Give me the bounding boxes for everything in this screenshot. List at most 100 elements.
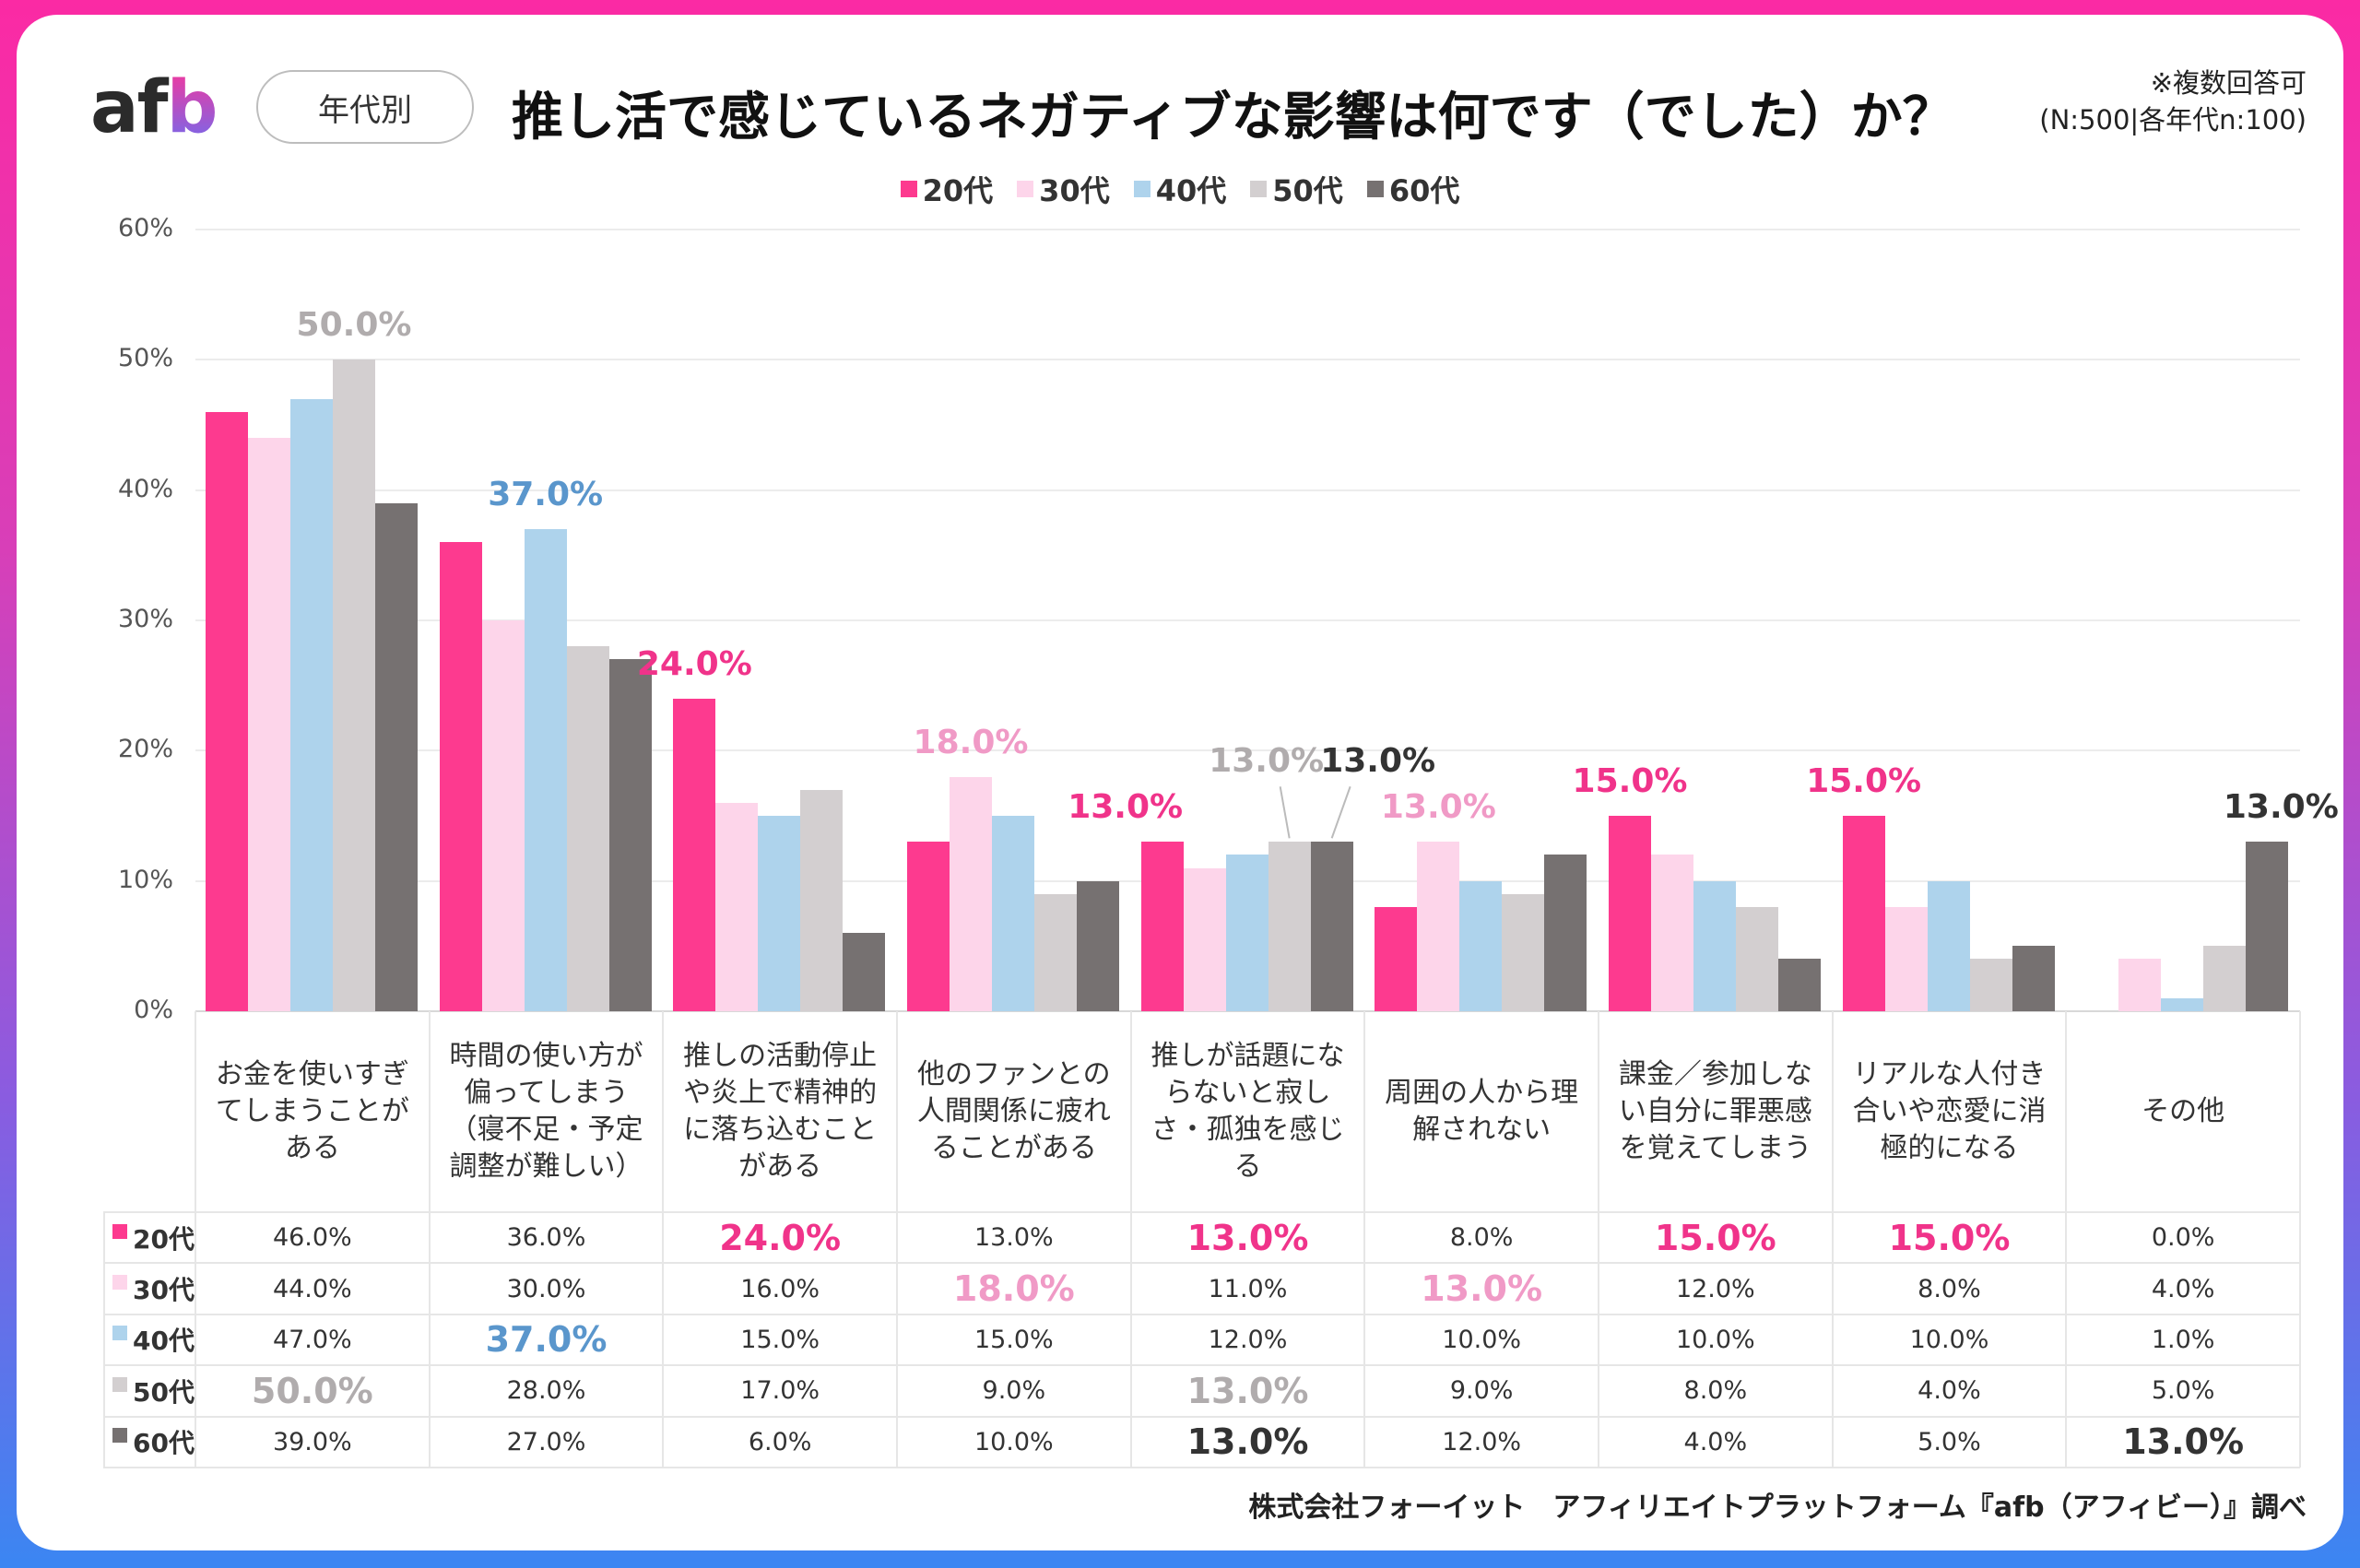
bar [1609,816,1651,1011]
bar-value-label: 24.0% [636,644,752,683]
category-label: リアルな人付き合いや恋愛に消極的になる [1852,1058,2047,1164]
table-cell: 13.0% [1421,1268,1543,1310]
gridline [195,1010,2300,1012]
bar [800,789,844,1011]
table-divider [103,1211,2300,1213]
bar [1459,880,1503,1011]
table-cell: 13.0% [1186,1370,1309,1411]
table-divider [1598,1011,1599,1468]
note-multiple-answers: ※複数回答可 [2150,67,2307,99]
table-cell: 12.0% [1675,1274,1755,1303]
table-cell: 13.0% [1186,1421,1309,1463]
note-sample-size: (N:500|各年代n:100) [2039,104,2307,136]
gridline [195,619,2300,621]
table-cell: 4.0% [2151,1274,2215,1303]
table-cell: 24.0% [719,1217,842,1258]
bar [1140,842,1184,1011]
legend-swatch [112,1376,127,1392]
table-cell: 37.0% [485,1319,608,1361]
bar [2161,997,2204,1011]
table-divider [195,1011,196,1468]
bar-value-label: 37.0% [488,476,604,514]
bar [673,698,716,1011]
table-cell: 8.0% [1918,1274,1981,1303]
bar [1778,959,1821,1011]
bar [1693,880,1736,1011]
bar [524,529,567,1011]
chart-title: 推し活で感じているネガティブな影響は何です（でした）か？ [512,88,1954,147]
bar [1268,842,1311,1011]
table-row-header: 60代 [112,1417,195,1468]
legend-label: 30代 [1039,173,1110,208]
table-cell: 18.0% [952,1268,1075,1310]
bar [992,816,1034,1011]
y-tick-label: 50% [117,344,173,373]
table-divider [1363,1011,1366,1468]
table-cell: 15.0% [974,1325,1054,1354]
table-cell: 13.0% [2122,1421,2245,1463]
y-tick-label: 0% [134,996,173,1024]
leader-line [1279,786,1291,839]
table-cell: 16.0% [740,1274,820,1303]
legend-swatch [112,1275,127,1291]
bar [439,542,482,1011]
category-label: 周囲の人から理解されない [1385,1077,1579,1146]
category-label: 課金／参加しない自分に罪悪感を覚えてしまう [1618,1058,1812,1164]
category-label: その他 [2142,1095,2225,1127]
table-divider [2299,1011,2301,1468]
bar [950,776,992,1011]
age-group-tag: 年代別 [256,70,474,144]
bar [375,502,418,1011]
table-cell: 39.0% [272,1427,352,1456]
table-divider [103,1364,2300,1367]
bar [290,398,333,1011]
bar-value-label: 50.0% [296,306,412,345]
y-tick-label: 20% [117,735,173,764]
legend-item: 50代 [1250,168,1343,210]
legend-item: 30代 [1017,168,1110,210]
legend-label: 20代 [922,173,994,208]
bar [481,620,525,1011]
table-cell: 36.0% [506,1223,586,1253]
table-cell: 6.0% [748,1427,812,1456]
bar [907,842,950,1011]
table-cell: 5.0% [1918,1427,1981,1456]
table-row-header: 30代 [112,1263,195,1314]
legend-swatch [1366,181,1384,197]
table-divider [662,1011,665,1468]
y-tick-label: 10% [117,865,173,894]
table-cell: 15.0% [740,1325,820,1354]
bar [1502,893,1545,1011]
gridline [195,359,2300,361]
source-credit: 株式会社フォーイット アフィリエイトプラットフォーム『afb（アフィビー）』調べ [1248,1491,2307,1524]
row-label: 50代 [133,1376,195,1408]
legend-swatch [1133,181,1150,197]
bar-value-label: 13.0% [2223,788,2339,827]
bar [1310,842,1353,1011]
bar-value-label: 13.0% [1209,742,1325,781]
legend: 20代 30代 40代 50代 60代 [0,168,2360,210]
table-divider [2065,1011,2068,1468]
gridline [195,749,2300,752]
table-cell: 13.0% [974,1223,1054,1253]
category-label: 推しの活動停止や炎上で精神的に落ち込むことがある [683,1040,878,1183]
table-cell: 8.0% [1683,1376,1748,1406]
table-cell: 12.0% [1442,1427,1522,1456]
table-row-header: 20代 [112,1212,195,1263]
table-cell: 15.0% [1654,1217,1776,1258]
y-tick-label: 40% [117,474,173,503]
bar [2203,946,2247,1011]
table-cell: 11.0% [1208,1274,1288,1303]
bar [1183,867,1226,1011]
table-divider [1129,1011,1132,1468]
table-cell: 8.0% [1449,1223,1514,1253]
bar-value-label: 13.0% [1380,788,1496,827]
legend-swatch [900,181,917,197]
bar [2246,842,2289,1011]
gridline [195,229,2300,230]
legend-label: 40代 [1155,173,1227,208]
table-divider [103,1313,2300,1315]
category-label: 推しが話題にならないと寂しさ・孤独を感じる [1150,1040,1345,1183]
afb-logo: afb [90,66,218,149]
